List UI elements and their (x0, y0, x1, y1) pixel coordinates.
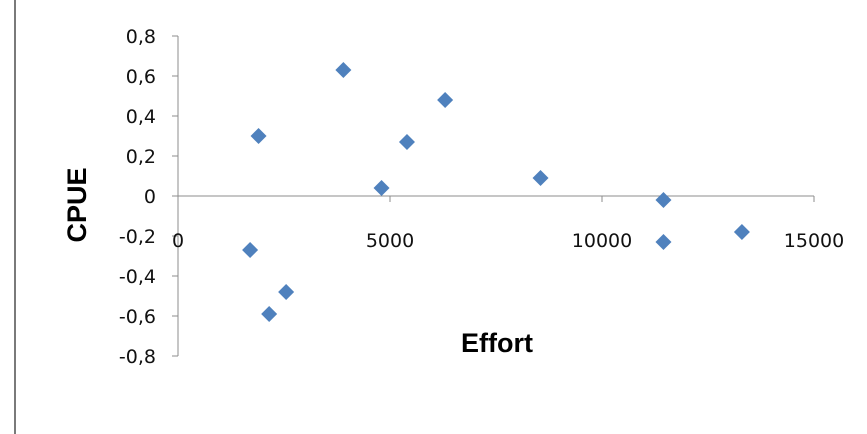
data-point (655, 234, 672, 250)
x-axis-title: Effort (461, 328, 533, 358)
y-tick-label: -0,8 (119, 346, 156, 368)
data-point (261, 306, 278, 322)
y-tick-label: 0,4 (126, 106, 156, 128)
data-point (335, 62, 352, 78)
x-tick-label: 15000 (784, 230, 844, 252)
y-axis-ticks: 0,8 0,6 0,4 0,2 0 -0,2 -0,4 -0,6 -0,8 (119, 26, 178, 368)
data-point (655, 192, 672, 208)
x-axis-ticks: 0 5000 10000 15000 (172, 196, 844, 252)
y-tick-label: -0,4 (119, 266, 156, 288)
data-point (278, 284, 295, 300)
data-point (242, 242, 259, 258)
y-tick-label: 0 (144, 186, 156, 208)
data-point (733, 224, 750, 240)
y-tick-label: 0,8 (126, 26, 156, 48)
data-points (242, 62, 750, 322)
y-tick-label: -0,2 (119, 226, 156, 248)
y-tick-label: 0,6 (126, 66, 156, 88)
y-axis-title: CPUE (62, 167, 92, 242)
x-tick-label: 10000 (572, 230, 632, 252)
axes (177, 36, 814, 356)
y-tick-label: -0,6 (119, 306, 156, 328)
y-tick-label: 0,2 (126, 146, 156, 168)
x-tick-label: 5000 (366, 230, 414, 252)
data-point (398, 134, 415, 150)
data-point (373, 180, 390, 196)
data-point (250, 128, 267, 144)
chart-frame (14, 0, 867, 434)
data-point (532, 170, 549, 186)
x-tick-label: 0 (172, 230, 184, 252)
data-point (437, 92, 454, 108)
